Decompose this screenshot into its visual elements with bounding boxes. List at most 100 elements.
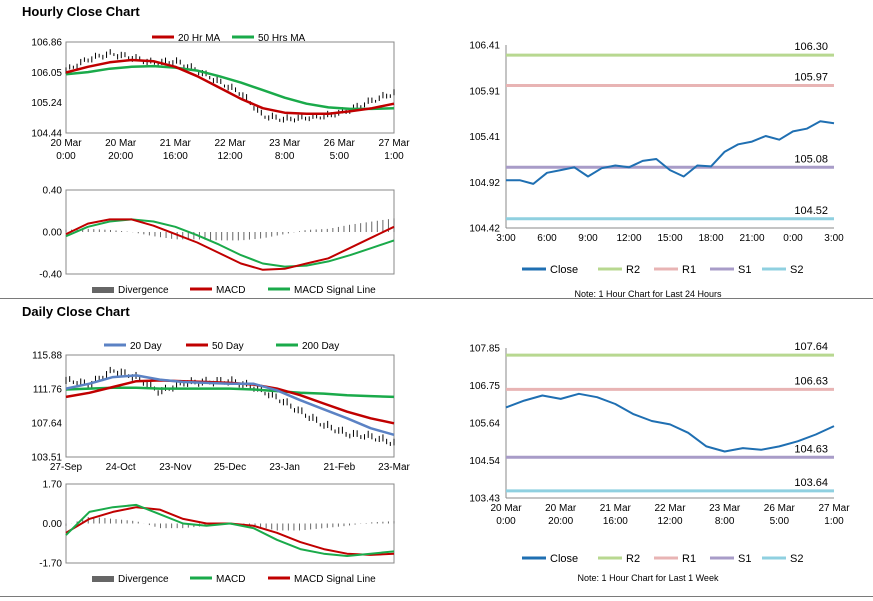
hourly-price-x-tick-label: 12:00 xyxy=(217,151,242,162)
daily-legend-macd: MACD xyxy=(216,574,245,585)
daily-price-y-tick-label: 107.64 xyxy=(31,419,62,430)
daily-levels-x-tick-label: 16:00 xyxy=(603,516,628,527)
daily-levels-x-tick-label: 5:00 xyxy=(770,516,790,527)
daily-levels-x-tick-label: 23 Mar xyxy=(709,503,741,514)
daily-levels-y-tick-label: 105.64 xyxy=(469,419,500,430)
daily-macd-y-tick-label: 0.00 xyxy=(43,519,63,530)
daily-section-title: Daily Close Chart xyxy=(22,304,130,319)
daily-levels-y-tick-label: 106.75 xyxy=(469,381,500,392)
hourly-legend-signal: MACD Signal Line xyxy=(294,285,376,296)
daily-levels-legend-close: Close xyxy=(550,553,578,565)
bottom-divider xyxy=(0,596,873,597)
hourly-levels-y-tick-label: 104.42 xyxy=(469,224,500,235)
daily-levels-level-label-s1: 104.63 xyxy=(794,443,828,455)
hourly-price-x-tick-label: 27 Mar xyxy=(378,138,410,149)
hourly-levels-legend-s2: S2 xyxy=(790,264,803,276)
hourly-macd-plot-frame xyxy=(65,189,395,275)
daily-legend-divergence-swatch xyxy=(92,576,114,582)
hourly-levels-legend-close: Close xyxy=(550,264,578,276)
hourly-legend-macd: MACD xyxy=(216,285,245,296)
hourly-price-x-tick-label: 8:00 xyxy=(275,151,295,162)
hourly-levels-level-label-s1: 105.08 xyxy=(794,153,828,165)
daily-legend-50day: 50 Day xyxy=(212,341,244,352)
hourly-section-title: Hourly Close Chart xyxy=(22,4,140,19)
daily-levels-x-tick-label: 20 Mar xyxy=(545,503,577,514)
hourly-macd-y-tick-label: 0.40 xyxy=(43,186,63,197)
daily-levels-level-label-s2: 103.64 xyxy=(794,477,828,489)
hourly-50hr-ma-line xyxy=(65,64,395,111)
daily-levels-x-tick-label: 8:00 xyxy=(715,516,735,527)
daily-levels-x-tick-label: 20 Mar xyxy=(490,503,522,514)
daily-200day-line xyxy=(65,386,395,399)
daily-legend-signal: MACD Signal Line xyxy=(294,574,376,585)
hourly-levels-x-tick-label: 6:00 xyxy=(537,233,557,244)
hourly-levels-y-tick-label: 104.92 xyxy=(469,178,500,189)
hourly-price-x-tick-label: 0:00 xyxy=(56,151,76,162)
hourly-macd-line xyxy=(65,218,395,271)
hourly-levels-level-label-s2: 104.52 xyxy=(794,205,828,217)
hourly-levels-x-tick-label: 0:00 xyxy=(783,233,803,244)
hourly-legend-50hr: 50 Hrs MA xyxy=(258,33,306,44)
daily-macd-y-tick-label: -1.70 xyxy=(39,559,62,570)
daily-levels-x-tick-label: 0:00 xyxy=(496,516,516,527)
daily-levels-legend-s1: S1 xyxy=(738,553,751,565)
hourly-price-x-tick-label: 26 Mar xyxy=(324,138,356,149)
hourly-price-x-tick-label: 20:00 xyxy=(108,151,133,162)
hourly-levels-x-tick-label: 15:00 xyxy=(657,233,682,244)
hourly-levels-y-tick-label: 105.41 xyxy=(469,132,500,143)
hourly-levels-legend-s1: S1 xyxy=(738,264,751,276)
daily-20day-line xyxy=(65,374,395,437)
daily-macd-signal-line xyxy=(65,506,395,556)
daily-price-x-tick-label: 23-Jan xyxy=(269,462,300,473)
hourly-price-y-tick-label: 104.44 xyxy=(31,129,62,140)
hourly-price-y-tick-label: 106.86 xyxy=(31,38,62,49)
hourly-price-x-tick-label: 5:00 xyxy=(330,151,350,162)
hourly-legend-divergence-swatch xyxy=(92,287,114,293)
hourly-levels-close-line xyxy=(506,120,835,185)
hourly-levels-y-tick-label: 105.91 xyxy=(469,86,500,97)
daily-levels-y-tick-label: 103.43 xyxy=(469,494,500,505)
daily-price-x-tick-label: 21-Feb xyxy=(323,462,355,473)
hourly-price-x-tick-label: 16:00 xyxy=(163,151,188,162)
section-divider xyxy=(0,298,873,299)
hourly-levels-legend-r2: R2 xyxy=(626,264,640,276)
daily-price-y-tick-label: 103.51 xyxy=(31,453,62,464)
daily-levels-y-tick-label: 107.85 xyxy=(469,344,500,355)
daily-levels-x-tick-label: 27 Mar xyxy=(818,503,850,514)
daily-legend-20day: 20 Day xyxy=(130,341,162,352)
daily-levels-close-line xyxy=(505,392,835,453)
hourly-price-x-tick-label: 21 Mar xyxy=(160,138,192,149)
daily-macd-line xyxy=(65,503,395,557)
hourly-levels-x-tick-label: 3:00 xyxy=(824,233,844,244)
hourly-macd-y-tick-label: -0.40 xyxy=(39,270,62,281)
hourly-legend-divergence: Divergence xyxy=(118,285,169,296)
daily-legend-200day: 200 Day xyxy=(302,341,339,352)
daily-levels-note: Note: 1 Hour Chart for Last 1 Week xyxy=(578,573,719,583)
daily-legend-divergence: Divergence xyxy=(118,574,169,585)
hourly-levels-x-tick-label: 9:00 xyxy=(578,233,598,244)
daily-levels-level-label-r2: 107.64 xyxy=(794,341,828,353)
hourly-price-y-tick-label: 106.05 xyxy=(31,68,62,79)
hourly-price-x-tick-label: 20 Mar xyxy=(105,138,137,149)
daily-levels-x-tick-label: 12:00 xyxy=(657,516,682,527)
daily-price-x-tick-label: 23-Mar xyxy=(378,462,410,473)
hourly-levels-x-tick-label: 21:00 xyxy=(739,233,764,244)
daily-price-x-tick-label: 24-Oct xyxy=(106,462,136,473)
hourly-levels-note: Note: 1 Hour Chart for Last 24 Hours xyxy=(574,289,722,299)
daily-price-y-tick-label: 115.88 xyxy=(32,351,62,362)
daily-macd-y-tick-label: 1.70 xyxy=(43,480,63,491)
hourly-levels-y-tick-label: 106.41 xyxy=(469,41,500,52)
daily-levels-level-label-r1: 106.63 xyxy=(794,375,828,387)
hourly-price-x-tick-label: 1:00 xyxy=(384,151,404,162)
daily-levels-legend-r1: R1 xyxy=(682,553,696,565)
hourly-macd-y-tick-label: 0.00 xyxy=(43,228,63,239)
daily-levels-y-tick-label: 104.54 xyxy=(469,456,500,467)
daily-levels-x-tick-label: 20:00 xyxy=(548,516,573,527)
daily-price-plot-frame xyxy=(65,354,395,458)
hourly-levels-x-tick-label: 12:00 xyxy=(616,233,641,244)
hourly-20hr-ma-line xyxy=(65,58,395,116)
hourly-levels-level-label-r1: 105.97 xyxy=(794,71,828,83)
daily-price-x-tick-label: 23-Nov xyxy=(159,462,191,473)
hourly-macd-signal-line xyxy=(65,218,395,268)
